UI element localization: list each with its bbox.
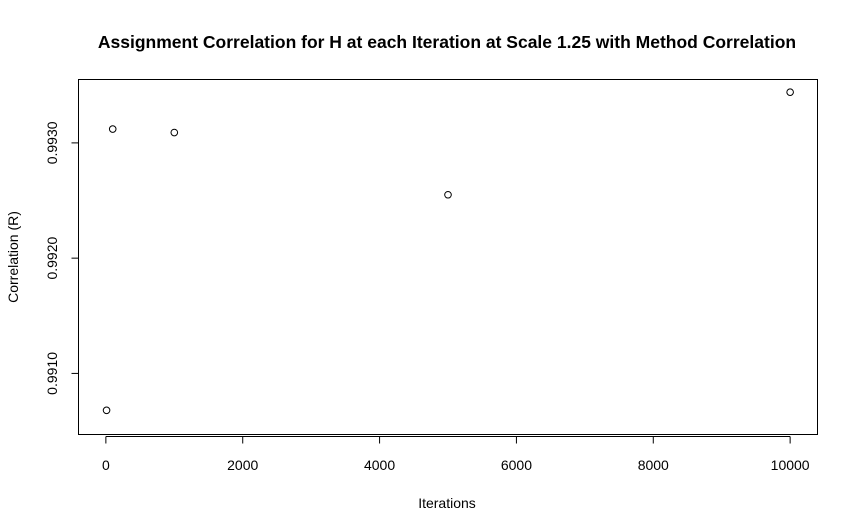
plot-area-frame	[78, 79, 818, 435]
y-tick-label: 0.9910	[44, 352, 60, 395]
y-axis-label: Correlation (R)	[5, 211, 21, 303]
data-point	[102, 406, 111, 415]
x-axis: 0 2000 4000 6000 8000 10000	[102, 436, 810, 473]
data-point	[786, 88, 794, 96]
data-point	[444, 190, 452, 199]
data-points	[102, 88, 794, 415]
y-tick-label: 0.9920	[44, 237, 60, 280]
data-point	[108, 125, 117, 133]
x-axis-label: Iterations	[418, 495, 476, 511]
x-tick-label: 0	[102, 457, 110, 473]
chart-title: Assignment Correlation for H at each Ite…	[98, 32, 796, 52]
y-axis: 0.9910 0.9920 0.9930	[44, 121, 79, 395]
x-tick-label: 8000	[638, 457, 669, 473]
y-tick-label: 0.9930	[44, 121, 60, 164]
data-point	[170, 128, 179, 137]
x-tick-label: 4000	[364, 457, 395, 473]
x-tick-label: 10000	[771, 457, 810, 473]
x-tick-label: 6000	[501, 457, 532, 473]
x-tick-label: 2000	[227, 457, 258, 473]
